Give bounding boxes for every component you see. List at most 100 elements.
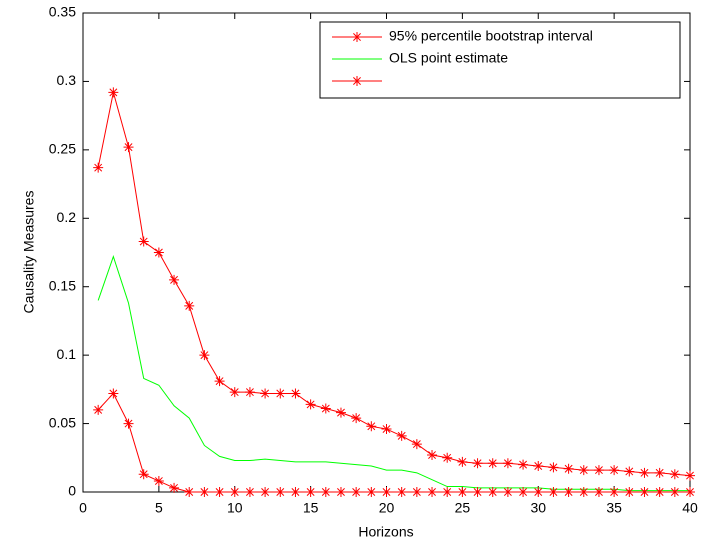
marker (199, 487, 210, 497)
marker (396, 430, 407, 441)
marker (578, 465, 589, 476)
marker (411, 487, 422, 497)
marker (457, 487, 468, 497)
marker (305, 399, 316, 410)
y-tick-label: 0 (68, 483, 76, 499)
y-axis-label: Causality Measures (21, 191, 37, 314)
x-tick-label: 35 (606, 500, 622, 516)
marker (533, 487, 544, 497)
marker (335, 487, 346, 497)
x-tick-label: 20 (379, 500, 395, 516)
marker (138, 236, 149, 247)
marker (260, 487, 271, 497)
marker (381, 487, 392, 497)
marker (624, 487, 635, 497)
marker (685, 470, 695, 481)
marker (609, 487, 620, 497)
marker (275, 388, 286, 399)
marker (578, 487, 589, 497)
marker (669, 469, 680, 480)
marker (335, 407, 346, 418)
x-tick-label: 40 (682, 500, 698, 516)
marker (624, 466, 635, 477)
marker (472, 487, 483, 497)
x-tick-label: 10 (227, 500, 243, 516)
marker (411, 439, 422, 450)
marker (685, 487, 695, 497)
y-tick-label: 0.35 (49, 4, 76, 20)
marker (487, 487, 498, 497)
marker (320, 403, 331, 414)
marker (533, 460, 544, 471)
y-tick-label: 0.05 (49, 414, 76, 430)
marker (260, 388, 271, 399)
marker (93, 162, 104, 173)
marker (563, 487, 574, 497)
marker (108, 87, 119, 98)
marker (123, 418, 134, 429)
marker (518, 487, 529, 497)
marker (563, 463, 574, 474)
marker (654, 467, 665, 478)
marker (487, 458, 498, 469)
series-line (97, 255, 690, 492)
marker (214, 487, 225, 497)
marker (396, 487, 407, 497)
x-tick-label: 0 (79, 500, 87, 516)
marker (169, 482, 180, 493)
marker (442, 487, 453, 497)
marker (351, 413, 362, 424)
legend-marker (352, 76, 362, 86)
marker (351, 487, 362, 497)
y-tick-label: 0.1 (57, 346, 77, 362)
marker (669, 487, 680, 497)
x-tick-label: 5 (155, 500, 163, 516)
x-tick-label: 15 (303, 500, 319, 516)
marker (609, 465, 620, 476)
marker (244, 487, 255, 497)
y-tick-label: 0.15 (49, 277, 76, 293)
x-tick-label: 30 (530, 500, 546, 516)
marker (290, 487, 301, 497)
marker (138, 469, 149, 480)
marker (214, 376, 225, 387)
marker (639, 467, 650, 478)
marker (442, 452, 453, 463)
marker (184, 300, 195, 311)
legend-label: OLS point estimate (389, 50, 508, 66)
legend-label: 95% percentile bootstrap interval (389, 28, 593, 44)
marker (199, 350, 210, 361)
marker (108, 388, 119, 399)
marker (654, 487, 665, 497)
series-line (97, 392, 690, 493)
marker (93, 404, 104, 415)
marker (502, 487, 513, 497)
marker (320, 487, 331, 497)
y-tick-label: 0.3 (57, 72, 77, 88)
legend-marker (352, 32, 362, 42)
marker (229, 487, 240, 497)
marker (381, 424, 392, 435)
marker (305, 487, 316, 497)
marker (244, 387, 255, 398)
marker (427, 487, 438, 497)
x-axis-label: Horizons (358, 524, 413, 540)
series-line (97, 92, 691, 477)
marker (153, 247, 164, 258)
legend-box (319, 21, 681, 99)
marker (366, 421, 377, 432)
marker (275, 487, 286, 497)
marker (502, 458, 513, 469)
marker (229, 387, 240, 398)
marker (548, 487, 559, 497)
marker (184, 487, 195, 497)
marker (639, 487, 650, 497)
y-tick-label: 0.2 (57, 209, 77, 225)
marker (593, 465, 604, 476)
marker (366, 487, 377, 497)
marker (593, 487, 604, 497)
marker (123, 142, 134, 153)
marker (548, 462, 559, 473)
marker (290, 388, 301, 399)
